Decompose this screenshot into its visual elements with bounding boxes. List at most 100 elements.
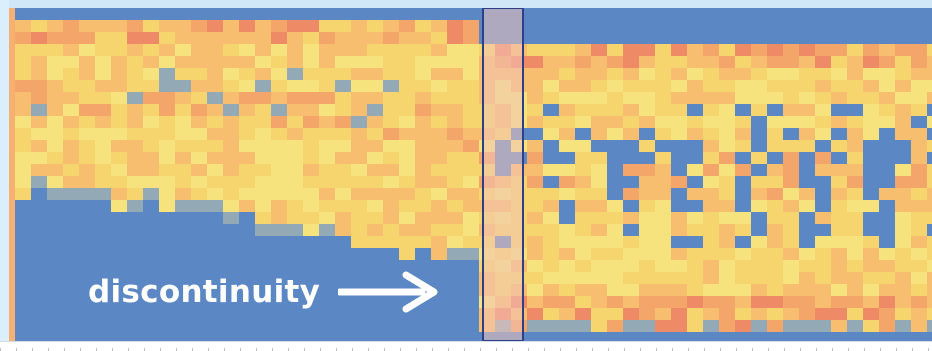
heatmap-cell (543, 260, 559, 272)
heatmap-cell (639, 44, 655, 56)
heatmap-cell (335, 188, 351, 200)
heatmap-cell (335, 44, 351, 56)
heatmap-cell (911, 44, 927, 56)
heatmap-cell (239, 176, 255, 188)
heatmap-cell (799, 116, 815, 128)
heatmap-cell (447, 32, 463, 44)
heatmap-cell (847, 152, 863, 164)
heatmap-cell (783, 248, 799, 260)
heatmap-cell (399, 56, 415, 68)
heatmap-cell (767, 212, 783, 224)
heatmap-cell (543, 116, 559, 128)
heatmap-cell (223, 20, 239, 32)
heatmap-cell (655, 176, 671, 188)
heatmap-cell (575, 68, 591, 80)
heatmap-cell (559, 236, 575, 248)
heatmap-cell (95, 140, 111, 152)
heatmap-cell (655, 92, 671, 104)
heatmap-cell (335, 32, 351, 44)
heatmap-cell (559, 260, 575, 272)
heatmap-cell (367, 188, 383, 200)
heatmap-cell (191, 152, 207, 164)
heatmap-cell (655, 44, 671, 56)
heatmap-cell (863, 92, 879, 104)
heatmap-cell (655, 188, 671, 200)
heatmap-cell (527, 164, 543, 176)
heatmap-cell (111, 44, 127, 56)
heatmap-cell (895, 188, 911, 200)
heatmap-cell (911, 92, 927, 104)
heatmap-cell (415, 104, 431, 116)
heatmap-cell (639, 140, 655, 152)
heatmap-cell (639, 92, 655, 104)
heatmap-cell (15, 20, 31, 32)
heatmap-cell (751, 260, 767, 272)
heatmap-cell (783, 104, 799, 116)
heatmap-cell (575, 140, 591, 152)
heatmap-cell (847, 140, 863, 152)
heatmap-cell (799, 68, 815, 80)
heatmap-cell (703, 272, 719, 284)
heatmap-cell (367, 152, 383, 164)
heatmap-cell (95, 128, 111, 140)
heatmap-cell (223, 92, 239, 104)
heatmap-cell (207, 56, 223, 68)
heatmap-cell (63, 92, 79, 104)
heatmap-cell (687, 212, 703, 224)
heatmap-cell (799, 248, 815, 260)
heatmap-cell (367, 200, 383, 212)
heatmap-cell (575, 272, 591, 284)
heatmap-cell (15, 164, 31, 176)
heatmap-cell (415, 152, 431, 164)
heatmap-cell (111, 20, 127, 32)
heatmap-cell (463, 224, 479, 236)
heatmap-cell (591, 296, 607, 308)
heatmap-cell (815, 116, 831, 128)
heatmap-cell (303, 140, 319, 152)
heatmap-cell (703, 176, 719, 188)
heatmap-cell (223, 212, 239, 224)
heatmap-cell (383, 56, 399, 68)
heatmap-cell (319, 68, 335, 80)
heatmap-cell (831, 200, 847, 212)
heatmap-cell (815, 104, 831, 116)
heatmap-cell (895, 296, 911, 308)
heatmap-cell (527, 176, 543, 188)
heatmap-cell (863, 260, 879, 272)
heatmap-cell (783, 224, 799, 236)
heatmap-cell (431, 92, 447, 104)
heatmap-cell (287, 56, 303, 68)
heatmap-cell (15, 44, 31, 56)
heatmap-cell (463, 116, 479, 128)
heatmap-cell (751, 320, 767, 332)
heatmap-cell (847, 116, 863, 128)
heatmap-cell (559, 176, 575, 188)
heatmap-cell (783, 176, 799, 188)
heatmap-cell (591, 116, 607, 128)
heatmap-cell (623, 104, 639, 116)
heatmap-cell (447, 188, 463, 200)
heatmap-cell (335, 200, 351, 212)
heatmap-cell (111, 140, 127, 152)
heatmap-cell (79, 164, 95, 176)
heatmap-cell (191, 104, 207, 116)
heatmap-cell (831, 272, 847, 284)
heatmap-cell (287, 152, 303, 164)
heatmap-cell (655, 260, 671, 272)
heatmap-cell (575, 296, 591, 308)
heatmap-cell (639, 68, 655, 80)
heatmap-cell (79, 152, 95, 164)
heatmap-cell (303, 128, 319, 140)
heatmap-cell (335, 20, 351, 32)
heatmap-cell (735, 56, 751, 68)
heatmap-cell (735, 80, 751, 92)
heatmap-cell (63, 188, 79, 200)
heatmap-cell (255, 176, 271, 188)
heatmap-cell (47, 68, 63, 80)
heatmap-cell (735, 164, 751, 176)
heatmap-cell (687, 284, 703, 296)
heatmap-cell (895, 68, 911, 80)
heatmap-cell (415, 140, 431, 152)
discontinuity-band (482, 8, 524, 341)
heatmap-cell (927, 68, 932, 80)
